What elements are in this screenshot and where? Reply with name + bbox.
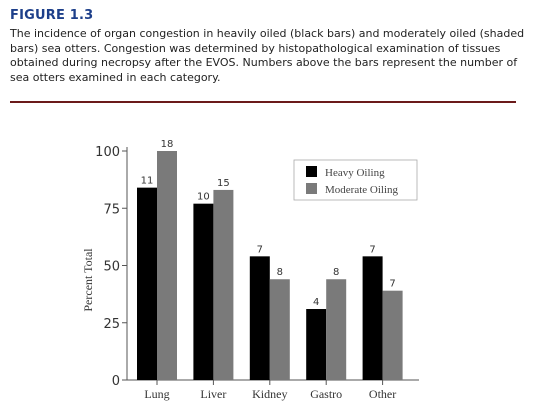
y-tick-label: 75 [103,202,120,217]
bar [269,279,290,380]
figure-caption: The incidence of organ congestion in hea… [10,27,525,84]
legend-swatch [306,166,317,177]
chart-labels: Lung 11 18 Liver 10 15 Kidney 7 8 Gastro 4 8 Other 7 7 [141,139,397,401]
data-label: 4 [313,297,319,308]
y-tick-label: 50 [103,260,120,275]
bar [249,256,270,380]
data-label: 10 [197,192,210,203]
bar [157,151,177,380]
figure-title: FIGURE 1.3 [10,8,94,23]
legend-swatch [306,183,317,194]
y-axis-label: Percent Total [81,248,95,312]
data-label: 7 [257,244,263,255]
data-label: 8 [277,267,283,278]
x-tick-label: Liver [200,387,226,401]
x-tick-label: Lung [144,387,169,401]
chart-bars [137,151,403,380]
x-tick-label: Gastro [310,387,342,401]
x-tick-label: Other [369,387,396,401]
bar [137,187,157,380]
y-tick-label: 100 [95,145,120,160]
data-label: 8 [333,267,339,278]
data-label: 7 [389,279,395,290]
data-label: 15 [217,178,230,189]
bar [306,309,327,380]
legend-label: Moderate Oiling [325,184,399,196]
caption-divider [10,101,516,103]
data-label: 7 [369,244,375,255]
data-label: 18 [161,139,174,150]
bar [326,279,347,380]
y-tick-label: 0 [112,374,120,389]
legend: Heavy Oiling Moderate Oiling [293,159,418,201]
data-label: 11 [141,176,154,187]
x-tick-label: Kidney [252,387,287,401]
bar [193,203,214,380]
y-tick-label: 25 [103,317,120,332]
bar [213,189,234,380]
bar [362,256,383,380]
legend-label: Heavy Oiling [325,167,385,179]
bar [382,290,403,380]
